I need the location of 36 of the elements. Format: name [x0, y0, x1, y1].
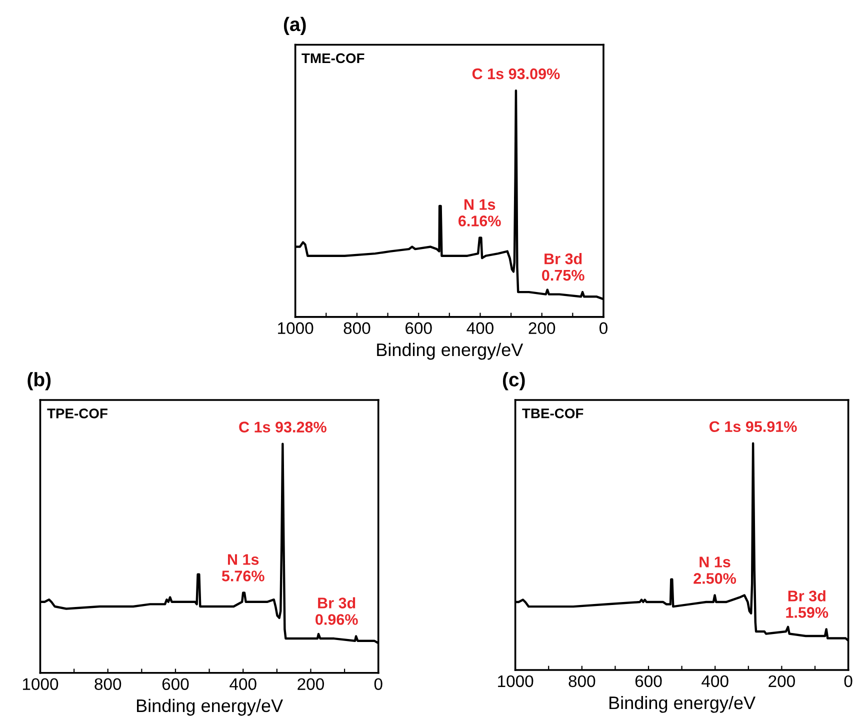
chart-title: (a) [284, 16, 306, 36]
x-tick-label: 0 [374, 678, 382, 690]
text: TBE-COF [522, 408, 584, 418]
x-tick-label: 800 [94, 678, 122, 690]
x-axis-title: Binding energy/eV [137, 698, 283, 716]
x-tick-label: 400 [230, 678, 256, 690]
x-axis-title: Binding energy/eV [610, 696, 756, 713]
annotation: Br 3d 0.75% [542, 253, 584, 281]
x-tick-label: 200 [768, 675, 795, 688]
annotation: N 1s 6.16% [458, 199, 501, 226]
x-tick-label: 0 [599, 322, 608, 334]
x-tick-label: 600 [635, 675, 662, 688]
x-tick-label: 1000 [22, 678, 58, 690]
x-tick-label: 200 [298, 678, 324, 690]
x-tick-label: 200 [528, 322, 556, 334]
x-tick-label: 800 [344, 322, 370, 334]
text: TPE-COF [47, 408, 108, 418]
annotation: Br 3d 1.59% [786, 590, 828, 618]
annotation: N 1s 5.76% [222, 554, 264, 582]
text: TME-COF [302, 53, 364, 64]
chart-title: (c) [502, 372, 525, 390]
x-tick-label: 600 [406, 322, 432, 334]
annotation: N 1s 2.50% [694, 556, 736, 584]
x-tick-label: 400 [702, 675, 728, 688]
x-tick-label: 1000 [278, 322, 314, 334]
x-tick-label: 800 [568, 675, 596, 688]
chart-title: (b) [28, 372, 51, 390]
annotation: C 1s 93.28% [239, 422, 326, 432]
annotation: C 1s 95.91% [710, 421, 797, 432]
annotation: C 1s 93.09% [472, 68, 560, 80]
x-tick-label: 0 [844, 675, 852, 688]
x-axis-title: Binding energy/eV [377, 342, 524, 360]
x-tick-label: 400 [466, 322, 494, 334]
annotation: Br 3d 0.96% [316, 597, 358, 625]
x-tick-label: 1000 [498, 675, 534, 688]
x-tick-label: 600 [162, 678, 189, 690]
